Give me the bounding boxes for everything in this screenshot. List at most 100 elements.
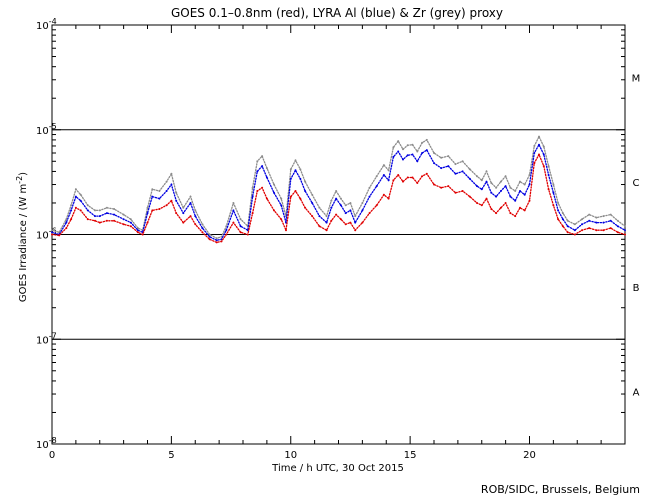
- data-point: [265, 197, 268, 200]
- data-point: [158, 197, 161, 200]
- data-point: [406, 154, 409, 157]
- data-point: [447, 185, 450, 188]
- data-point: [354, 215, 357, 218]
- data-point: [433, 162, 435, 165]
- data-point: [86, 204, 89, 207]
- data-point: [504, 202, 507, 204]
- data-point: [136, 231, 139, 234]
- data-point: [499, 190, 502, 192]
- data-point: [105, 219, 108, 222]
- data-point: [495, 212, 498, 215]
- data-point: [273, 183, 275, 186]
- data-point: [129, 218, 132, 221]
- data-point: [265, 167, 268, 170]
- data-point: [194, 209, 197, 212]
- data-point: [368, 195, 371, 198]
- data-point: [542, 145, 545, 148]
- data-point: [105, 212, 108, 215]
- data-point: [387, 197, 390, 200]
- data-point: [289, 177, 292, 180]
- data-point: [294, 190, 297, 192]
- data-point: [602, 229, 605, 232]
- data-point: [98, 221, 101, 224]
- data-point: [490, 208, 493, 210]
- data-point: [454, 172, 457, 175]
- data-point: [480, 179, 483, 182]
- data-point: [387, 179, 390, 182]
- data-point: [304, 180, 307, 183]
- data-point: [280, 197, 283, 200]
- data-point: [349, 202, 352, 204]
- data-point: [519, 206, 521, 209]
- data-point: [51, 233, 53, 236]
- data-point: [215, 241, 218, 244]
- data-point: [170, 183, 173, 186]
- data-point: [325, 229, 328, 232]
- x-axis-ticks: 0 5 10 15 20: [49, 25, 626, 461]
- data-point: [285, 229, 287, 232]
- data-point: [485, 197, 488, 200]
- data-point: [251, 212, 254, 215]
- data-point: [519, 190, 521, 192]
- data-point: [239, 225, 242, 228]
- x-tick-label: 20: [523, 450, 536, 461]
- data-point: [566, 219, 569, 222]
- data-point: [538, 135, 540, 138]
- data-point: [194, 223, 197, 226]
- data-point: [406, 176, 409, 179]
- data-point: [361, 221, 364, 224]
- y-tick-label: 10-7: [36, 331, 57, 346]
- data-point: [523, 183, 526, 186]
- data-point: [105, 206, 108, 209]
- data-point: [86, 209, 89, 212]
- data-point: [151, 188, 154, 191]
- data-point: [74, 195, 77, 198]
- data-point: [70, 209, 73, 212]
- data-point: [416, 182, 419, 184]
- data-point: [561, 212, 564, 215]
- data-point: [58, 234, 61, 237]
- data-point: [421, 141, 424, 144]
- data-point: [280, 218, 283, 221]
- data-point: [225, 229, 228, 232]
- data-point: [609, 219, 612, 222]
- data-point: [495, 195, 498, 198]
- data-point: [354, 221, 357, 224]
- data-point: [239, 231, 242, 234]
- data-point: [514, 190, 517, 192]
- data-point: [122, 223, 125, 226]
- data-point: [261, 155, 264, 158]
- data-point: [406, 144, 409, 147]
- data-point: [468, 177, 471, 180]
- data-point: [411, 176, 414, 179]
- series-line: [51, 135, 626, 240]
- data-point: [416, 160, 419, 163]
- data-point: [189, 202, 192, 204]
- data-point: [581, 229, 583, 232]
- data-point: [538, 153, 540, 156]
- data-point: [573, 223, 576, 226]
- data-point: [304, 190, 307, 192]
- data-point: [280, 204, 283, 207]
- data-point: [175, 199, 178, 202]
- data-point: [514, 215, 517, 218]
- data-point: [299, 197, 302, 200]
- data-point: [344, 212, 347, 215]
- flare-class-label: B: [633, 283, 640, 294]
- data-point: [146, 221, 149, 224]
- data-point: [251, 186, 254, 189]
- data-point: [542, 165, 545, 168]
- data-point: [624, 225, 626, 228]
- data-point: [98, 215, 101, 218]
- data-point: [499, 206, 502, 209]
- data-series: [51, 135, 626, 244]
- data-point: [344, 204, 347, 207]
- data-point: [330, 219, 333, 222]
- data-point: [136, 227, 139, 230]
- data-point: [514, 199, 517, 202]
- data-point: [542, 153, 545, 156]
- data-point: [397, 174, 400, 176]
- data-point: [256, 160, 259, 163]
- data-point: [339, 218, 342, 221]
- data-point: [595, 221, 598, 224]
